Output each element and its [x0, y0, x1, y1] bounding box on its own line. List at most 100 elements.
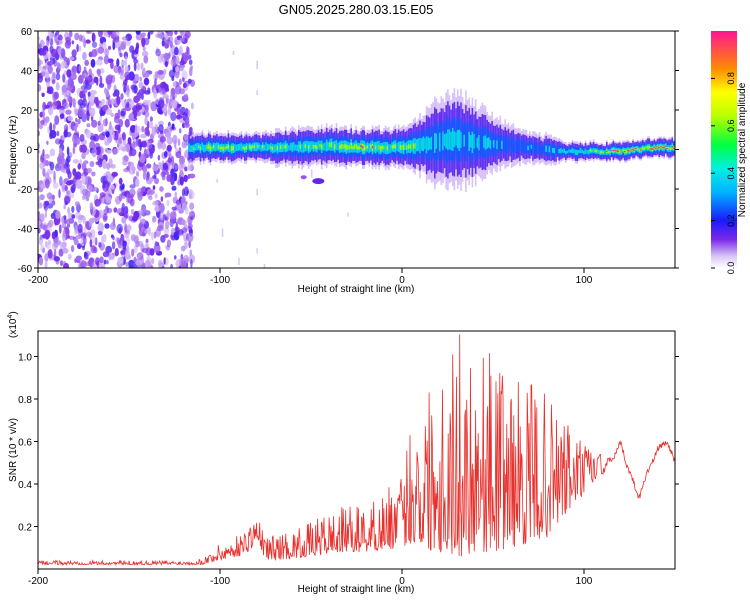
- spectrogram-ridge-cell: [316, 145, 318, 150]
- spectrogram-noise-cell: [162, 214, 167, 221]
- spectrogram-noise-cell: [121, 216, 127, 224]
- spectrogram-noise-cell: [152, 185, 156, 190]
- spectrogram-noise-cell: [157, 259, 163, 268]
- spectrogram-noise-cell: [159, 81, 166, 89]
- spectrogram-noise-cell: [77, 243, 82, 250]
- spectrogram-ridge-cell: [270, 146, 272, 150]
- spectrogram-noise-cell: [150, 231, 154, 241]
- spectrogram-noise-cell: [40, 71, 46, 77]
- spectrogram-noise-cell: [86, 123, 91, 128]
- spectrogram-ridge-cell: [365, 146, 367, 150]
- spectrogram-noise-cell: [104, 147, 109, 153]
- spectrogram-noise-cell: [72, 146, 76, 155]
- spectrogram-ridge-cell: [547, 143, 549, 156]
- spectrogram-noise-cell: [72, 98, 76, 108]
- spectrogram-ridge-cell: [507, 135, 510, 154]
- spectrogram-noise-cell: [181, 197, 185, 202]
- spectrogram-ridge-cell: [466, 123, 469, 157]
- spectrogram-noise-cell: [63, 195, 71, 205]
- spectrogram-ridge-cell: [597, 149, 600, 154]
- spectrogram-ridge-cell: [646, 146, 649, 149]
- spectrogram-ridge-cell: [414, 143, 416, 149]
- spectrogram-noise-cell: [112, 41, 116, 51]
- spectrogram-ridge-cell: [455, 132, 457, 146]
- snr-series-line: [38, 334, 675, 567]
- spectrogram-noise-cell: [164, 60, 168, 68]
- spectrogram-ridge-cell: [606, 150, 608, 152]
- spectrogram-x-label: Height of straight line (km): [298, 284, 415, 295]
- spectrogram-noise-cell: [129, 184, 136, 189]
- spectrogram-ridge-cell: [489, 139, 492, 149]
- spectrogram-ridge-cell: [624, 151, 626, 153]
- spectrogram-ridge-cell: [586, 150, 588, 154]
- spectrogram-y-tick-label: -60: [18, 264, 33, 275]
- spectrogram-ridge-cell: [656, 146, 659, 148]
- colorbar-tick-label: 0.2: [726, 214, 736, 227]
- spectrogram-ridge-cell: [506, 137, 508, 155]
- spectrogram-noise-cell: [157, 31, 163, 39]
- spectrogram-noise-cell: [154, 78, 157, 87]
- spectrogram-noise-cell: [83, 93, 86, 103]
- spectrogram-noise-cell: [59, 260, 64, 267]
- spectrogram-ridge-cell: [491, 131, 493, 155]
- spectrogram-ridge-cell: [225, 146, 228, 149]
- spectrogram-noise-cell: [152, 175, 157, 180]
- spectrogram-noise-cell: [116, 95, 121, 106]
- spectrogram-noise-cell: [119, 41, 127, 51]
- spectrogram-ridge-cell: [293, 142, 295, 152]
- spectrogram-ridge-cell: [434, 133, 436, 153]
- spectrogram-noise-cell: [104, 140, 110, 146]
- snr-panel: -200 -100 0 100 0.2 0.4 0.6 0.8 1.0 Height of s…: [7, 311, 679, 595]
- spectrogram-ridge-cell: [424, 137, 426, 149]
- spectrogram-noise-cell: [55, 72, 61, 81]
- colorbar-tick-label: 0.4: [726, 167, 736, 180]
- spectrogram-noise-cell: [38, 227, 41, 234]
- spectrogram-ridge-cell: [227, 144, 230, 150]
- spectrogram-noise-cell: [66, 90, 70, 96]
- spectrogram-noise-cell: [61, 90, 65, 96]
- spectrogram-noise-cell: [88, 186, 92, 193]
- spectrogram-noise-cell: [79, 90, 84, 99]
- spectrogram-ridge-cell: [599, 151, 601, 154]
- spectrogram-noise-cell: [61, 216, 64, 224]
- spectrogram-noise-cell: [55, 82, 60, 91]
- spectrogram-noise-cell: [81, 73, 86, 79]
- spectrogram-ridge-cell: [630, 149, 633, 151]
- spectrogram-blob: [300, 175, 307, 180]
- spectrogram-noise-cell: [143, 55, 149, 64]
- spectrogram-ridge-cell: [471, 131, 474, 154]
- spectrogram-ridge-cell: [651, 148, 654, 150]
- spectrogram-noise-cell: [121, 36, 128, 41]
- spectrogram-noise-cell: [116, 237, 120, 245]
- spectrogram-ridge-cell: [496, 140, 498, 150]
- spectrogram-noise-cell: [91, 147, 98, 158]
- spectrogram-noise-cell: [179, 176, 184, 186]
- spectrogram-noise-cell: [136, 187, 144, 198]
- snr-y-tick-label: 0.8: [18, 395, 32, 406]
- snr-x-tick-label: -100: [210, 576, 230, 587]
- spectrogram-noise-cell: [67, 212, 73, 219]
- spectrogram-noise-cell: [102, 41, 107, 50]
- spectrogram-noise-cell: [112, 92, 117, 97]
- spectrogram-noise-cell: [118, 227, 122, 234]
- spectrogram-noise-cell: [170, 263, 173, 268]
- spectrogram-speck: [232, 50, 235, 55]
- spectrogram-noise-cell: [46, 203, 54, 209]
- spectrogram-noise-cell: [113, 65, 120, 74]
- spectrogram-noise-cell: [86, 167, 92, 174]
- spectrogram-noise-cell: [128, 100, 135, 109]
- spectrogram-noise-cell: [44, 178, 50, 189]
- spectrogram-noise-cell: [66, 69, 72, 78]
- spectrogram-noise-cell: [100, 110, 103, 117]
- spectrogram-ridge-cell: [265, 142, 267, 151]
- spectrogram-noise-cell: [167, 106, 172, 116]
- spectrogram-noise-cell: [44, 172, 50, 180]
- spectrogram-noise-cell: [174, 71, 180, 79]
- spectrogram-noise-cell: [139, 218, 147, 225]
- spectrogram-noise-cell: [181, 203, 188, 212]
- spectrogram-noise-cell: [76, 44, 79, 53]
- spectrogram-noise-cell: [174, 164, 178, 170]
- spectrogram-ridge-cell: [492, 140, 495, 148]
- spectrogram-noise-cell: [117, 257, 124, 264]
